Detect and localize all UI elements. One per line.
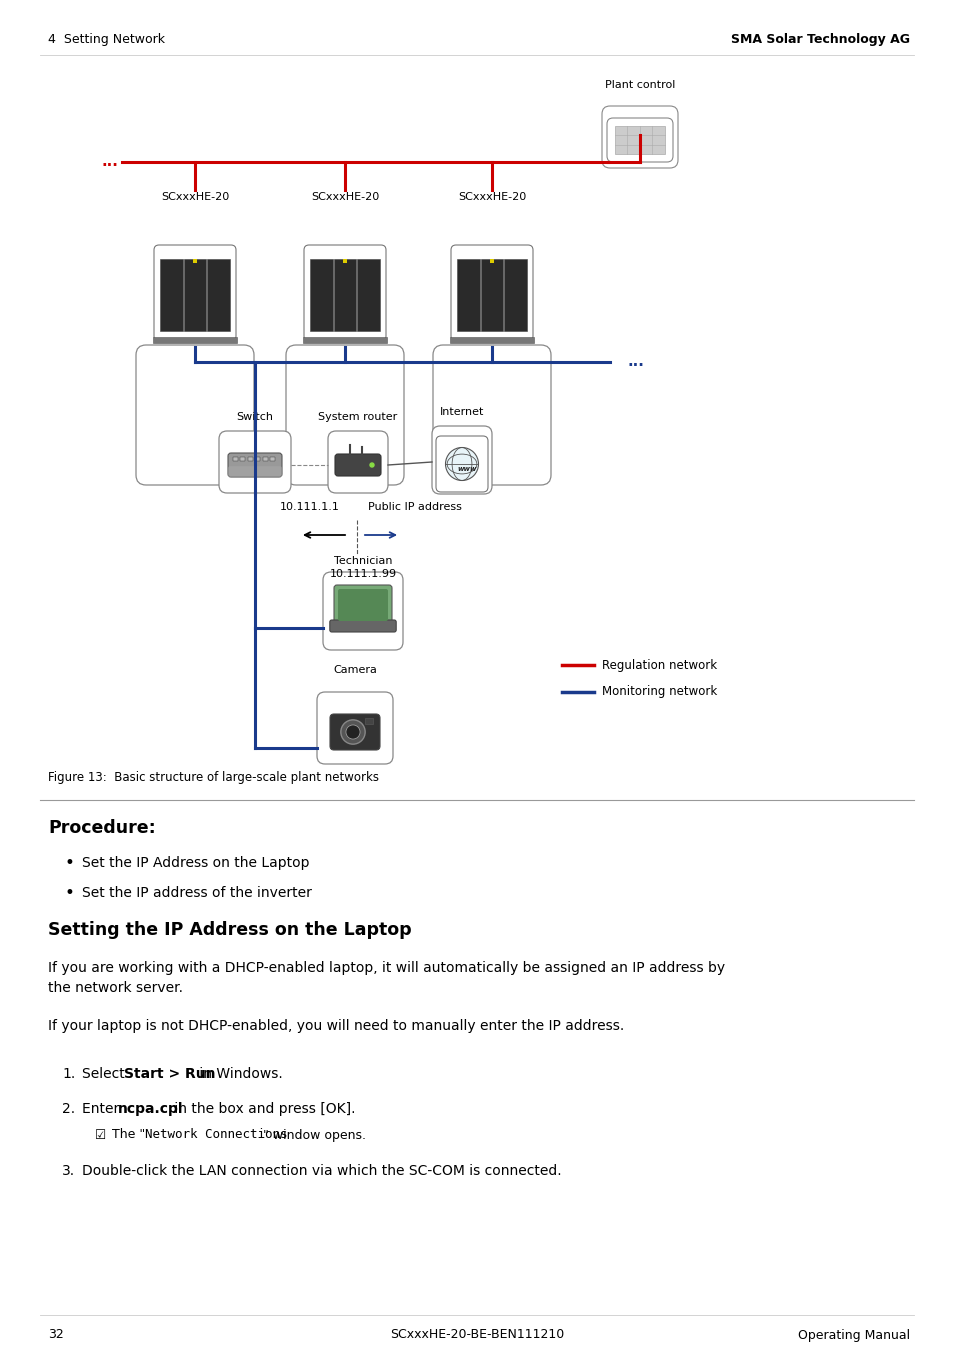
Bar (480, 260, 503, 331)
Circle shape (370, 462, 374, 466)
Text: Set the IP address of the inverter: Set the IP address of the inverter (82, 886, 312, 900)
Text: 4  Setting Network: 4 Setting Network (48, 34, 165, 46)
FancyBboxPatch shape (219, 431, 291, 493)
Text: Double-click the LAN connection via which the SC-COM is connected.: Double-click the LAN connection via whic… (82, 1164, 561, 1178)
Bar (504, 260, 526, 331)
Text: Setting the IP Address on the Laptop: Setting the IP Address on the Laptop (48, 921, 411, 940)
Text: If you are working with a DHCP-enabled laptop, it will automatically be assigned: If you are working with a DHCP-enabled l… (48, 961, 724, 975)
Circle shape (346, 725, 359, 740)
Text: Public IP address: Public IP address (368, 502, 461, 512)
Text: 2.: 2. (62, 1102, 75, 1115)
FancyBboxPatch shape (330, 621, 395, 631)
FancyBboxPatch shape (228, 466, 282, 477)
Text: in Windows.: in Windows. (195, 1067, 283, 1082)
Bar (334, 260, 356, 331)
Text: Enter: Enter (82, 1102, 124, 1115)
FancyBboxPatch shape (330, 714, 379, 750)
Bar (184, 260, 206, 331)
Bar (271, 457, 275, 461)
Text: SMA Solar Technology AG: SMA Solar Technology AG (730, 34, 909, 46)
Text: System router: System router (318, 412, 397, 422)
Text: Set the IP Address on the Laptop: Set the IP Address on the Laptop (82, 856, 309, 869)
FancyBboxPatch shape (136, 345, 253, 485)
Text: Internet: Internet (439, 407, 484, 416)
FancyBboxPatch shape (323, 572, 402, 650)
Bar (152, 337, 236, 343)
FancyBboxPatch shape (451, 245, 533, 341)
Text: Network Connections: Network Connections (145, 1129, 287, 1141)
FancyBboxPatch shape (328, 431, 388, 493)
Bar (248, 457, 253, 461)
FancyBboxPatch shape (337, 589, 388, 621)
Text: •: • (65, 854, 74, 872)
FancyBboxPatch shape (436, 435, 488, 492)
Text: 1.: 1. (62, 1067, 75, 1082)
FancyBboxPatch shape (432, 426, 492, 493)
Text: The ": The " (112, 1129, 145, 1141)
Bar (160, 260, 182, 331)
Text: Start > Run: Start > Run (124, 1067, 215, 1082)
Text: Technician
10.111.1.99: Technician 10.111.1.99 (329, 556, 396, 579)
Text: ncpa.cpl: ncpa.cpl (118, 1102, 183, 1115)
Text: Operating Manual: Operating Manual (797, 1329, 909, 1341)
Text: Plant control: Plant control (604, 80, 675, 91)
Text: •: • (65, 884, 74, 902)
Bar (357, 260, 379, 331)
Text: 32: 32 (48, 1329, 64, 1341)
Bar (456, 260, 479, 331)
Text: SCxxxHE-20: SCxxxHE-20 (161, 192, 229, 201)
FancyBboxPatch shape (606, 118, 672, 162)
FancyBboxPatch shape (286, 345, 403, 485)
Text: Camera: Camera (333, 665, 376, 675)
Bar (240, 457, 245, 461)
Circle shape (445, 448, 478, 480)
Bar (255, 457, 260, 461)
Text: Select: Select (82, 1067, 129, 1082)
FancyBboxPatch shape (228, 453, 282, 477)
Text: SCxxxHE-20: SCxxxHE-20 (311, 192, 378, 201)
Bar (343, 260, 347, 264)
Text: Switch: Switch (236, 412, 274, 422)
Text: Regulation network: Regulation network (601, 658, 717, 672)
Text: the network server.: the network server. (48, 982, 183, 995)
FancyBboxPatch shape (601, 105, 678, 168)
Bar (490, 260, 494, 264)
Text: ...: ... (101, 154, 118, 169)
FancyBboxPatch shape (153, 245, 235, 341)
Bar (193, 260, 196, 264)
Bar (233, 457, 237, 461)
Text: www: www (456, 466, 476, 472)
Text: If your laptop is not DHCP-enabled, you will need to manually enter the IP addre: If your laptop is not DHCP-enabled, you … (48, 1019, 623, 1033)
Bar (310, 260, 333, 331)
Text: 10.111.1.1: 10.111.1.1 (280, 502, 339, 512)
Bar (615, 126, 664, 154)
Bar (450, 337, 534, 343)
FancyBboxPatch shape (334, 585, 392, 625)
Bar (207, 260, 230, 331)
Text: Figure 13:  Basic structure of large-scale plant networks: Figure 13: Basic structure of large-scal… (48, 772, 378, 784)
Text: " window opens.: " window opens. (262, 1129, 365, 1141)
FancyBboxPatch shape (304, 245, 386, 341)
Text: ...: ... (627, 354, 644, 369)
Text: ☑: ☑ (95, 1129, 106, 1141)
Text: Procedure:: Procedure: (48, 819, 155, 837)
Circle shape (340, 719, 365, 744)
FancyBboxPatch shape (335, 454, 380, 476)
FancyBboxPatch shape (316, 692, 393, 764)
Text: SCxxxHE-20-BE-BEN111210: SCxxxHE-20-BE-BEN111210 (390, 1329, 563, 1341)
FancyBboxPatch shape (433, 345, 551, 485)
Text: Monitoring network: Monitoring network (601, 685, 717, 699)
Text: 3.: 3. (62, 1164, 75, 1178)
Bar (263, 457, 268, 461)
Text: in the box and press [OK].: in the box and press [OK]. (170, 1102, 355, 1115)
Bar (303, 337, 387, 343)
Text: SCxxxHE-20: SCxxxHE-20 (457, 192, 525, 201)
Bar (365, 718, 373, 725)
